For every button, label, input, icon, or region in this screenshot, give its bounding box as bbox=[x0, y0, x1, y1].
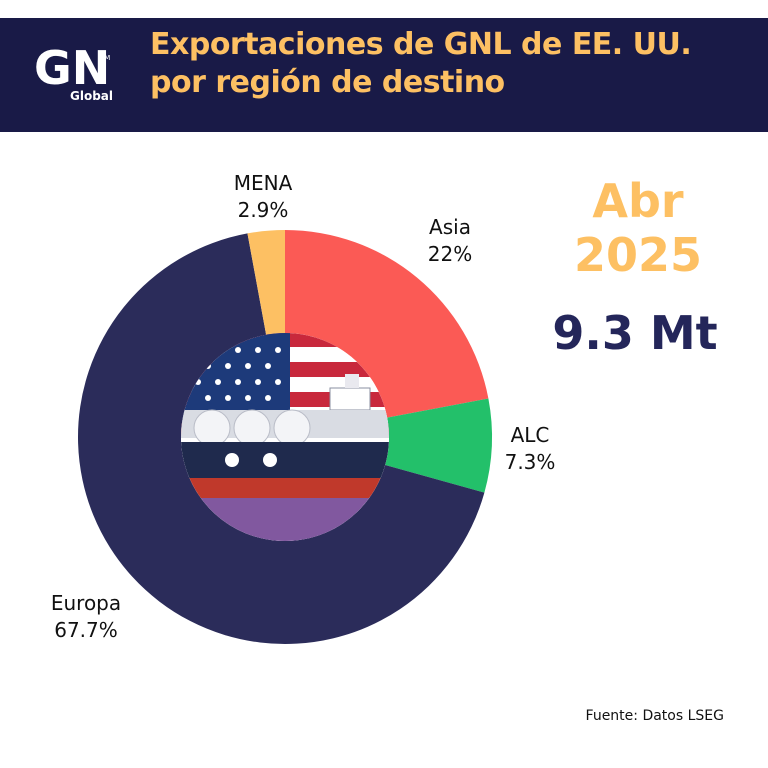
title-banner bbox=[0, 18, 768, 132]
logo-mark: GN bbox=[34, 41, 110, 95]
donut-slices bbox=[77, 230, 492, 644]
period-year: 2025 bbox=[573, 228, 703, 282]
slice-label-europa: Europa 67.7% bbox=[36, 590, 136, 644]
gn-global-logo: GN TM Global bbox=[34, 41, 113, 103]
ship-hull bbox=[181, 442, 389, 478]
slice-alc bbox=[385, 398, 492, 493]
chart-title-line-1: Exportaciones de GNL de EE. UU. bbox=[150, 27, 692, 62]
slice-name: ALC bbox=[510, 423, 550, 447]
slice-label-asia: Asia 22% bbox=[405, 214, 495, 268]
slice-value: 22% bbox=[427, 242, 473, 266]
slice-value: 67.7% bbox=[54, 618, 118, 642]
chart-title: Exportaciones de GNL de EE. UU. por regi… bbox=[150, 26, 750, 102]
logo-sub: Global bbox=[70, 89, 113, 103]
slice-name: Europa bbox=[50, 591, 122, 615]
slice-name: Asia bbox=[429, 215, 471, 239]
lng-tanker-image bbox=[181, 333, 389, 541]
slice-name: MENA bbox=[233, 171, 293, 195]
chart-title-line-2: por región de destino bbox=[150, 65, 505, 100]
logo-tm: TM bbox=[99, 54, 110, 62]
period-month: Abr bbox=[592, 174, 684, 228]
total-volume: 9.3 Mt bbox=[552, 306, 718, 360]
period-label: Abr 2025 bbox=[548, 174, 728, 282]
slice-value: 7.3% bbox=[504, 450, 556, 474]
source-note: Fuente: Datos LSEG bbox=[585, 708, 724, 724]
slice-asia bbox=[285, 230, 489, 418]
slice-value: 2.9% bbox=[237, 198, 289, 222]
slice-europa bbox=[77, 233, 485, 644]
slice-mena bbox=[247, 230, 285, 335]
slice-label-mena: MENA 2.9% bbox=[208, 170, 318, 224]
slice-label-alc: ALC 7.3% bbox=[490, 422, 570, 476]
